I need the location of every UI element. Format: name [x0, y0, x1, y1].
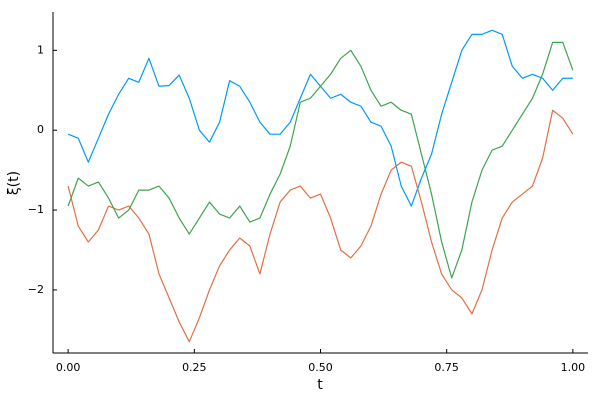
series-line: [67, 109, 574, 343]
y-tick-label: −1: [28, 203, 44, 216]
x-tick-label: 0.50: [308, 361, 333, 374]
x-tick-label: 0.25: [182, 361, 207, 374]
x-tick-label: 0.00: [56, 361, 81, 374]
series-line: [67, 41, 574, 279]
y-tick-label: 0: [37, 123, 44, 136]
y-tick-label: −2: [28, 283, 44, 296]
y-tick-label: 1: [37, 43, 44, 56]
x-axis-title: t: [317, 377, 323, 393]
y-axis-title: ξ(t): [6, 171, 22, 195]
series-line: [67, 29, 573, 207]
x-tick-label: 1.00: [561, 361, 586, 374]
x-tick-label: 0.75: [434, 361, 459, 374]
